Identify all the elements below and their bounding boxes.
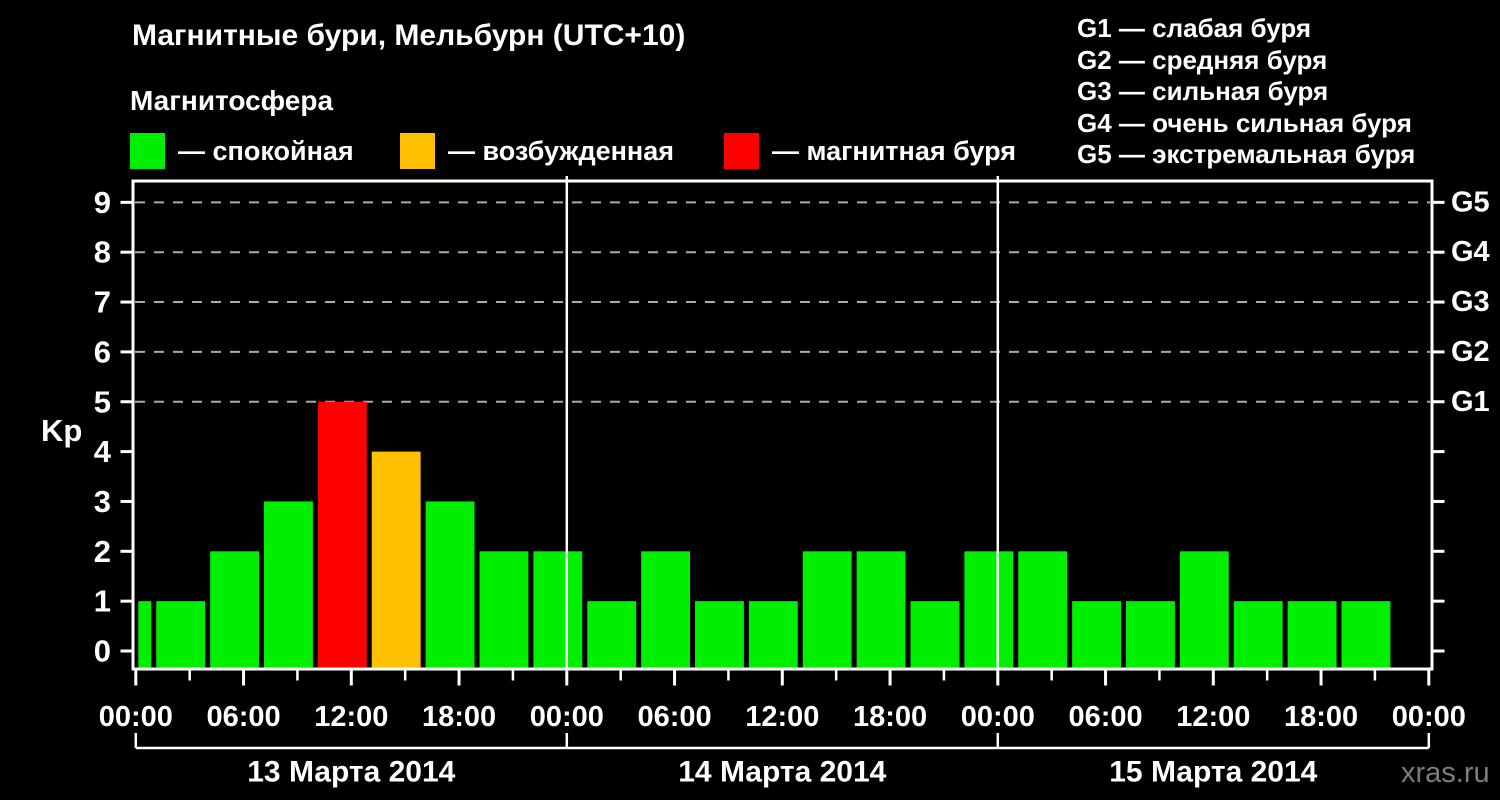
watermark: xras.ru — [1401, 757, 1490, 789]
x-tick-label: 00:00 — [961, 701, 1035, 733]
x-axis-labels: 00:00 06:00 12:00 18:00 00:00 06:00 12:00 18:00… — [99, 701, 1466, 733]
kp-bar — [1072, 601, 1122, 669]
kp-bar — [695, 601, 744, 669]
x-tick-label: 12:00 — [1176, 701, 1250, 733]
kp-bar — [748, 601, 798, 669]
y-axis-label: Kp — [41, 413, 83, 448]
kp-bar — [317, 401, 367, 669]
y-tick-label: 5 — [94, 384, 111, 419]
date-axis: 13 Марта 2014 14 Марта 2014 15 Марта 2014 — [134, 733, 1431, 789]
x-tick-label: 06:00 — [206, 701, 280, 733]
kp-bar — [479, 551, 529, 669]
kp-bar — [641, 551, 691, 669]
gridlines — [135, 201, 1430, 403]
g-scale-label: G2 — [1451, 336, 1490, 368]
x-tick-label: 12:00 — [745, 701, 819, 733]
y-tick-label: 4 — [94, 434, 112, 469]
kp-bars — [138, 401, 1391, 669]
date-label: 15 Марта 2014 — [1109, 756, 1317, 789]
x-tick-label: 18:00 — [422, 701, 496, 733]
x-tick-label: 06:00 — [1068, 701, 1142, 733]
day-separators — [565, 176, 1000, 668]
kp-bar — [425, 501, 475, 669]
storm-scale-item-g5: G5 — экстремальная буря — [1077, 139, 1416, 169]
g-scale-axis: G1 G2 G3 G4 G5 — [1433, 186, 1490, 653]
x-tick-label: 00:00 — [530, 701, 604, 733]
x-tick-label: 06:00 — [637, 701, 711, 733]
kp-bar — [264, 501, 313, 669]
x-axis-ticks — [134, 670, 1431, 686]
storm-scale-item-g3: G3 — сильная буря — [1077, 76, 1329, 106]
magnetosphere-label: Магнитосфера — [130, 85, 334, 116]
storm-scale-legend: G1 — слабая буря G2 — средняя буря G3 — … — [1077, 13, 1415, 171]
y-tick-label: 6 — [94, 334, 111, 369]
legend-label-storm: — магнитная буря — [772, 135, 1016, 166]
kp-bar — [1233, 601, 1283, 669]
y-tick-label: 1 — [94, 584, 111, 619]
kp-bar — [1018, 551, 1068, 669]
plot-frame — [131, 179, 1434, 671]
g-scale-label: G3 — [1451, 286, 1490, 318]
legend-item-quiet: — спокойная — [130, 133, 354, 169]
kp-bar — [1179, 551, 1229, 669]
kp-bar — [964, 551, 1014, 669]
x-tick-label: 00:00 — [99, 701, 173, 733]
kp-bar — [587, 601, 637, 669]
kp-bar — [802, 551, 852, 669]
storm-scale-item-g4: G4 — очень сильная буря — [1077, 107, 1412, 138]
x-tick-label: 18:00 — [1284, 701, 1358, 733]
quiet-color-swatch — [130, 133, 165, 169]
g-scale-label: G5 — [1451, 186, 1490, 218]
date-label: 14 Марта 2014 — [678, 756, 886, 789]
g-scale-label: G4 — [1451, 236, 1490, 268]
kp-bar — [1126, 601, 1175, 669]
y-tick-label: 0 — [94, 634, 111, 669]
legend-label-quiet: — спокойная — [178, 135, 354, 166]
kp-bar — [856, 551, 906, 669]
g-scale-label: G1 — [1451, 386, 1490, 418]
y-tick-label: 8 — [94, 235, 111, 270]
kp-bar — [1341, 601, 1391, 669]
date-label: 13 Марта 2014 — [247, 756, 455, 789]
chart-title: Магнитные бури, Мельбурн (UTC+10) — [132, 19, 686, 52]
storm-scale-item-g1: G1 — слабая буря — [1077, 13, 1312, 43]
kp-bar — [138, 601, 152, 669]
kp-bar — [533, 551, 583, 669]
x-tick-label: 00:00 — [1392, 701, 1466, 733]
excited-color-swatch — [400, 133, 435, 169]
kp-bar — [1287, 601, 1337, 669]
x-tick-label: 12:00 — [314, 701, 388, 733]
kp-bar — [910, 601, 960, 669]
y-tick-label: 9 — [94, 185, 111, 220]
x-tick-label: 18:00 — [853, 701, 927, 733]
legend-label-excited: — возбужденная — [448, 135, 674, 166]
y-tick-label: 3 — [94, 484, 111, 519]
kp-bar — [210, 551, 260, 669]
kp-bar — [156, 601, 206, 669]
y-tick-label: 2 — [94, 534, 111, 569]
legend-item-storm: — магнитная буря — [724, 133, 1016, 169]
y-tick-label: 7 — [94, 285, 111, 320]
legend-item-excited: — возбужденная — [400, 133, 674, 169]
storm-color-swatch — [724, 133, 759, 169]
kp-bar — [371, 451, 421, 669]
y-axis: 0 1 2 3 4 5 6 7 8 9 — [94, 185, 132, 669]
storm-scale-item-g2: G2 — средняя буря — [1077, 44, 1328, 75]
